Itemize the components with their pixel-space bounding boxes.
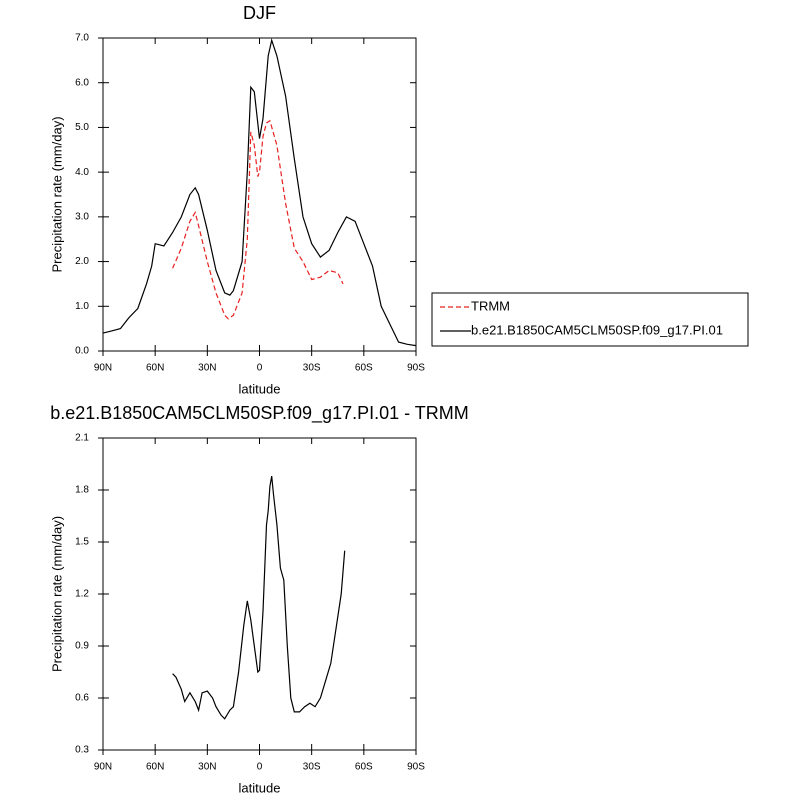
y-tick-label: 2.1 [75, 433, 89, 444]
y-tick-label: 1.2 [75, 589, 89, 600]
x-tick-label: 60S [355, 762, 373, 773]
y-axis-label: Precipitation rate (mm/day) [49, 516, 64, 672]
x-tick-label: 60N [146, 762, 164, 773]
x-tick-label: 90S [407, 762, 425, 773]
series-line [172, 475, 346, 720]
x-tick-label: 30S [303, 363, 321, 374]
y-tick-label: 6.0 [75, 77, 89, 88]
x-tick-label: 60S [355, 363, 373, 374]
legend-label: b.e21.B1850CAM5CLM50SP.f09_g17.PI.01 [471, 322, 723, 337]
y-tick-label: 0.0 [75, 346, 89, 357]
legend-box [431, 292, 749, 347]
y-tick-label: 4.0 [75, 167, 89, 178]
x-axis-label: latitude [239, 381, 281, 396]
legend-label: TRMM [471, 298, 510, 313]
y-tick-label: 0.9 [75, 641, 89, 652]
chart-title: DJF [243, 3, 276, 23]
series-line [172, 119, 344, 320]
series-line [102, 37, 417, 347]
x-tick-label: 90N [94, 363, 112, 374]
x-tick-label: 30N [198, 363, 216, 374]
plot-frame [102, 37, 417, 352]
x-tick-label: 0 [257, 762, 263, 773]
plot-frame [102, 437, 417, 751]
legend: TRMM b.e21.B1850CAM5CLM50SP.f09_g17.PI.01 [431, 292, 749, 347]
chart-title: b.e21.B1850CAM5CLM50SP.f09_g17.PI.01 - T… [50, 403, 469, 424]
y-tick-label: 1.8 [75, 485, 89, 496]
y-tick-label: 1.5 [75, 537, 89, 548]
y-tick-label: 0.6 [75, 693, 89, 704]
y-tick-label: 2.0 [75, 256, 89, 267]
x-tick-label: 30N [198, 762, 216, 773]
y-tick-label: 3.0 [75, 211, 89, 222]
y-tick-label: 7.0 [75, 33, 89, 44]
x-tick-label: 0 [257, 363, 263, 374]
y-axis-label: Precipitation rate (mm/day) [49, 116, 64, 272]
x-tick-label: 60N [146, 363, 164, 374]
y-tick-label: 5.0 [75, 122, 89, 133]
y-tick-label: 0.3 [75, 745, 89, 756]
x-tick-label: 30S [303, 762, 321, 773]
x-tick-label: 90S [407, 363, 425, 374]
x-tick-label: 90N [94, 762, 112, 773]
y-tick-label: 1.0 [75, 301, 89, 312]
x-axis-label: latitude [239, 780, 281, 795]
